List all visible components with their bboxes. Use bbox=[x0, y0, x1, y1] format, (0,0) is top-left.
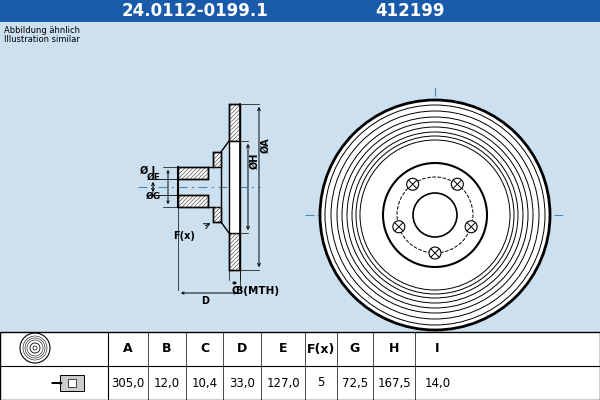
Text: B: B bbox=[162, 342, 172, 356]
Bar bbox=[0, 332, 600, 400]
Text: 33,0: 33,0 bbox=[229, 376, 255, 390]
Text: 72,5: 72,5 bbox=[342, 376, 368, 390]
Text: 167,5: 167,5 bbox=[377, 376, 411, 390]
Circle shape bbox=[451, 178, 463, 190]
Bar bbox=[178, 195, 208, 207]
Bar bbox=[229, 104, 240, 141]
Bar bbox=[178, 167, 208, 179]
Text: C (MTH): C (MTH) bbox=[232, 286, 279, 296]
Text: ØA: ØA bbox=[261, 138, 271, 153]
Bar bbox=[68, 379, 76, 387]
Circle shape bbox=[413, 193, 457, 237]
Circle shape bbox=[393, 221, 405, 233]
Text: G: G bbox=[350, 342, 360, 356]
Text: 5: 5 bbox=[317, 376, 325, 390]
FancyArrow shape bbox=[52, 382, 62, 384]
Circle shape bbox=[407, 178, 419, 190]
Text: 127,0: 127,0 bbox=[266, 376, 300, 390]
Circle shape bbox=[33, 346, 37, 350]
Text: D: D bbox=[237, 342, 247, 356]
Circle shape bbox=[465, 221, 477, 233]
Bar bbox=[213, 152, 221, 167]
Text: ØG: ØG bbox=[146, 192, 161, 201]
Text: 24.0112-0199.1: 24.0112-0199.1 bbox=[122, 2, 268, 20]
Bar bbox=[0, 332, 600, 400]
Text: F(x): F(x) bbox=[173, 231, 195, 241]
Text: B: B bbox=[235, 286, 243, 296]
Text: H: H bbox=[389, 342, 399, 356]
Text: 10,4: 10,4 bbox=[191, 376, 218, 390]
Bar bbox=[60, 375, 84, 391]
Circle shape bbox=[30, 343, 40, 353]
Circle shape bbox=[429, 247, 441, 259]
Text: ØH: ØH bbox=[250, 153, 260, 169]
Text: D: D bbox=[201, 296, 209, 306]
Text: F(x): F(x) bbox=[307, 342, 335, 356]
Bar bbox=[213, 207, 221, 222]
Text: 12,0: 12,0 bbox=[154, 376, 180, 390]
Text: Abbildung ähnlich: Abbildung ähnlich bbox=[4, 26, 80, 35]
Text: I: I bbox=[435, 342, 440, 356]
Text: E: E bbox=[279, 342, 287, 356]
Text: A: A bbox=[123, 342, 133, 356]
Text: 412199: 412199 bbox=[375, 2, 445, 20]
Bar bbox=[229, 233, 240, 270]
Text: Illustration similar: Illustration similar bbox=[4, 35, 80, 44]
Text: 14,0: 14,0 bbox=[424, 376, 451, 390]
Bar bbox=[229, 141, 240, 233]
Bar bbox=[0, 0, 600, 22]
Text: ØE: ØE bbox=[147, 173, 161, 182]
Text: Ø I: Ø I bbox=[140, 166, 155, 176]
Circle shape bbox=[20, 333, 50, 363]
Text: 305,0: 305,0 bbox=[112, 376, 145, 390]
Text: C: C bbox=[200, 342, 209, 356]
Circle shape bbox=[320, 100, 550, 330]
Circle shape bbox=[383, 163, 487, 267]
